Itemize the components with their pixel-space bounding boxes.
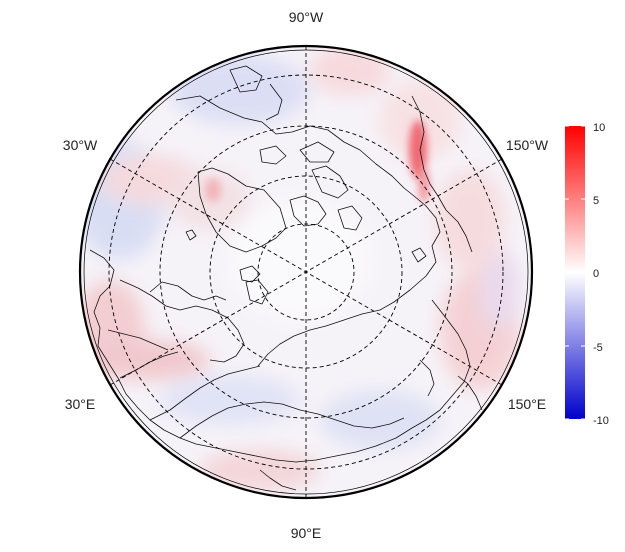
lon-label-lower-left: 30°E — [65, 396, 96, 412]
lon-label-upper-right: 150°W — [506, 137, 549, 153]
colorbar-tick-label: 0 — [593, 268, 599, 280]
anomaly-field — [80, 46, 532, 498]
colorbar: 10 5 0 -5 -10 — [565, 122, 609, 427]
lon-label-lower-right: 150°E — [508, 396, 546, 412]
colorbar-tick-label: -5 — [593, 342, 603, 354]
lon-label-top: 90°W — [289, 9, 324, 25]
coastlines — [89, 65, 483, 491]
colorbar-tick-label: -10 — [593, 415, 609, 427]
map-inner-border — [83, 49, 529, 495]
graticule — [108, 46, 504, 498]
colorbar-ticks — [565, 125, 585, 420]
map-border — [78, 44, 534, 500]
lon-label-upper-left: 30°W — [63, 137, 98, 153]
meridian-30e-150w — [109, 158, 503, 386]
colorbar-gradient — [565, 126, 585, 419]
colorbar-tick-label: 5 — [593, 195, 599, 207]
colorbar-tick-label: 10 — [593, 122, 605, 134]
lon-label-bottom: 90°E — [291, 525, 322, 541]
